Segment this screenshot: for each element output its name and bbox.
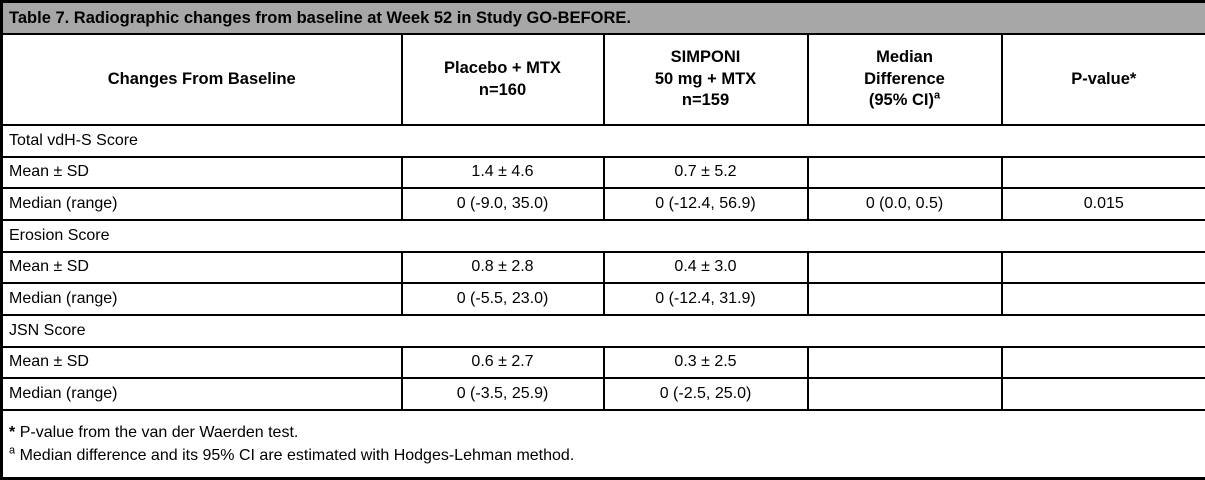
p-value-cell: 0.015 [1000, 187, 1205, 221]
data-row-total-median: Median (range) 0 (-9.0, 35.0) 0 (-12.4, … [0, 187, 1205, 221]
placebo-value-cell: 0 (-3.5, 25.9) [400, 377, 605, 411]
placebo-value-cell: 0 (-5.5, 23.0) [400, 282, 605, 316]
p-value-cell [1000, 250, 1205, 285]
footnote-p-value: * P-value from the van der Waerden test. [9, 421, 1199, 444]
data-row-jsn-mean: Mean ± SD 0.6 ± 2.7 0.3 ± 2.5 [0, 345, 1205, 380]
asterisk-marker: * [9, 423, 16, 441]
header-label: Median Difference (95% CI) [864, 47, 945, 110]
section-row-jsn: JSN Score [0, 313, 1205, 348]
header-placebo-mtx: Placebo + MTX n=160 [400, 33, 605, 126]
median-diff-value-cell [806, 155, 1003, 190]
row-label-cell: Median (range) [0, 377, 403, 411]
row-label-cell: Mean ± SD [0, 345, 403, 380]
header-p-value: P-value* [1000, 33, 1205, 126]
header-simponi-mtx: SIMPONI 50 mg + MTX n=159 [602, 33, 809, 126]
p-value-cell [1000, 377, 1205, 411]
section-label: Total vdH-S Score [0, 123, 1205, 158]
row-label-cell: Median (range) [0, 282, 403, 316]
placebo-value-cell: 0 (-9.0, 35.0) [400, 187, 605, 221]
p-value-cell [1000, 155, 1205, 190]
p-value-cell [1000, 282, 1205, 316]
header-median-difference: Median Difference (95% CI)a [806, 33, 1003, 126]
table-title: Table 7. Radiographic changes from basel… [0, 0, 1205, 36]
header-changes-from-baseline: Changes From Baseline [0, 33, 403, 126]
footnote-median-difference-text: Median difference and its 95% CI are est… [19, 446, 575, 464]
row-label-cell: Median (range) [0, 187, 403, 221]
header-label: Placebo + MTX n=160 [444, 58, 561, 99]
footnotes-row: * P-value from the van der Waerden test.… [0, 408, 1205, 480]
section-row-erosion: Erosion Score [0, 218, 1205, 253]
simponi-value-cell: 0 (-2.5, 25.0) [602, 377, 809, 411]
table-title-row: Table 7. Radiographic changes from basel… [0, 0, 1205, 36]
simponi-value-cell: 0.3 ± 2.5 [602, 345, 809, 380]
simponi-value-cell: 0.4 ± 3.0 [602, 250, 809, 285]
footnote-marker-a: a [933, 89, 941, 102]
simponi-value-cell: 0 (-12.4, 31.9) [602, 282, 809, 316]
p-value-cell [1000, 345, 1205, 380]
table-header-row: Changes From Baseline Placebo + MTX n=16… [0, 33, 1205, 126]
placebo-value-cell: 0.8 ± 2.8 [400, 250, 605, 285]
placebo-value-cell: 1.4 ± 4.6 [400, 155, 605, 190]
footnote-median-difference: a Median difference and its 95% CI are e… [9, 444, 1199, 467]
footnote-marker-a: a [9, 444, 16, 457]
section-row-total-vdhs: Total vdH-S Score [0, 123, 1205, 158]
header-label: P-value* [1071, 69, 1137, 88]
row-label-cell: Mean ± SD [0, 155, 403, 190]
median-diff-value-cell: 0 (0.0, 0.5) [806, 187, 1003, 221]
median-diff-value-cell [806, 250, 1003, 285]
placebo-value-cell: 0.6 ± 2.7 [400, 345, 605, 380]
simponi-value-cell: 0 (-12.4, 56.9) [602, 187, 809, 221]
header-label: Changes From Baseline [107, 69, 296, 88]
header-label: SIMPONI 50 mg + MTX n=159 [654, 47, 757, 110]
data-row-erosion-mean: Mean ± SD 0.8 ± 2.8 0.4 ± 3.0 [0, 250, 1205, 285]
data-row-jsn-median: Median (range) 0 (-3.5, 25.9) 0 (-2.5, 2… [0, 377, 1205, 411]
data-row-erosion-median: Median (range) 0 (-5.5, 23.0) 0 (-12.4, … [0, 282, 1205, 316]
median-diff-value-cell [806, 282, 1003, 316]
simponi-value-cell: 0.7 ± 5.2 [602, 155, 809, 190]
median-diff-value-cell [806, 345, 1003, 380]
section-label: JSN Score [0, 313, 1205, 348]
row-label-cell: Mean ± SD [0, 250, 403, 285]
data-row-total-mean: Mean ± SD 1.4 ± 4.6 0.7 ± 5.2 [0, 155, 1205, 190]
median-diff-value-cell [806, 377, 1003, 411]
footnote-p-value-text: P-value from the van der Waerden test. [19, 423, 299, 441]
section-label: Erosion Score [0, 218, 1205, 253]
footnotes-cell: * P-value from the van der Waerden test.… [0, 408, 1205, 480]
